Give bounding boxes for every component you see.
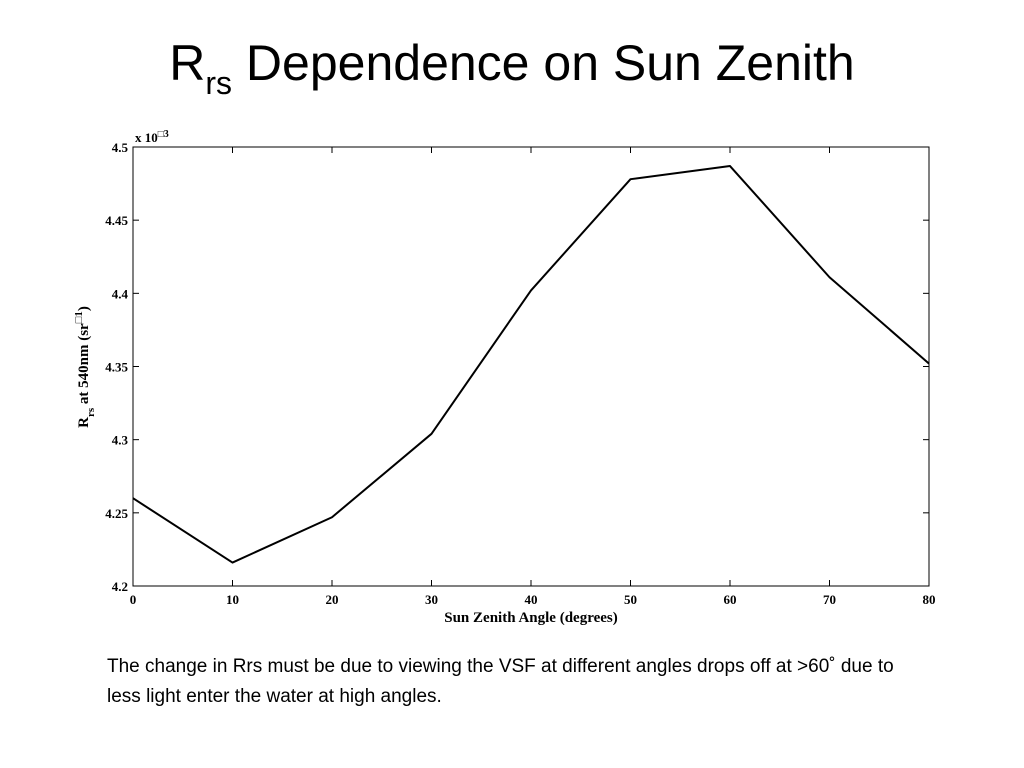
y-tick-label: 4.2: [112, 579, 128, 594]
title-subscript: rs: [205, 65, 233, 101]
y-tick-label: 4.35: [105, 360, 128, 375]
x-tick-label: 0: [130, 592, 137, 607]
x-axis: 0 10 20 30 40 50 60 70 80: [130, 147, 936, 607]
x-tick-label: 50: [624, 592, 637, 607]
y-axis-title: Rrs at 540nm (sr□1): [73, 306, 97, 428]
x-axis-title: Sun Zenith Angle (degrees): [444, 610, 618, 626]
y-tick-label: 4.45: [105, 213, 128, 228]
x-tick-label: 80: [923, 592, 936, 607]
series-line: [132, 165, 930, 564]
y-tick-label: 4.25: [105, 506, 128, 521]
x-tick-label: 60: [724, 592, 737, 607]
x-tick-label: 20: [326, 592, 339, 607]
title-main: R: [169, 35, 206, 91]
y-tick-label: 4.3: [112, 433, 129, 448]
y-tick-label: 4.4: [112, 286, 129, 301]
x-tick-label: 30: [425, 592, 438, 607]
x-tick-label: 40: [525, 592, 538, 607]
title-rest: Dependence on Sun Zenith: [232, 35, 855, 91]
y-tick-label: 4.5: [112, 140, 129, 155]
caption: The change in Rrs must be due to viewing…: [107, 656, 894, 707]
plot-area: [132, 146, 930, 587]
line-chart: 0 10 20 30 40 50 60 70 80 4.24.254.34.354.44.454…: [73, 129, 936, 626]
plot-frame: [132, 146, 930, 587]
y-axis: 4.2 4.25 4.3 4.35 4.4 4.45 4.5: [105, 140, 929, 594]
exponent-multiplier: x 10□3: [135, 129, 169, 145]
slide-title: Rrs Dependence on Sun Zenith: [0, 28, 1024, 104]
x-tick-label: 10: [226, 592, 239, 607]
x-tick-label: 70: [823, 592, 836, 607]
